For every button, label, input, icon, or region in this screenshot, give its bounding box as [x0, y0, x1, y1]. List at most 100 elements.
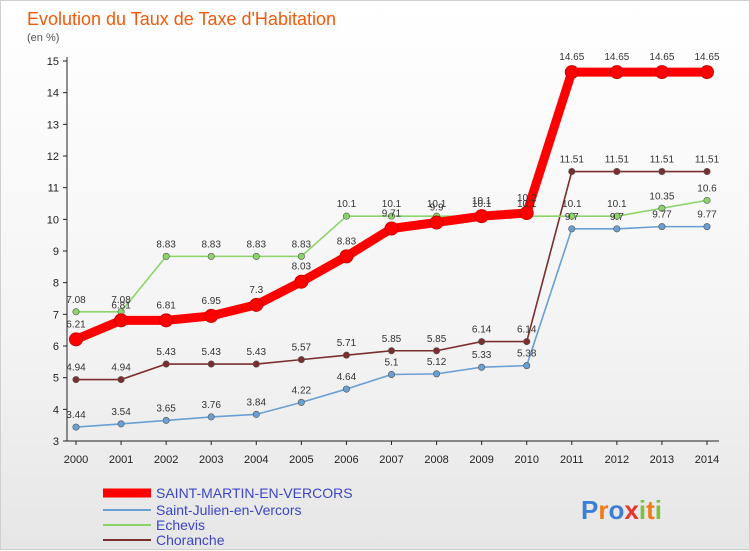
- y-tick-label: 8: [53, 278, 59, 290]
- data-point: [433, 370, 441, 378]
- data-label: 7.3: [249, 285, 263, 296]
- data-label: 10.1: [382, 199, 402, 210]
- data-point: [114, 313, 129, 328]
- data-point: [342, 212, 350, 220]
- logo-letter: o: [608, 495, 624, 525]
- data-label: 3.84: [247, 397, 267, 408]
- data-label: 5.57: [292, 343, 312, 354]
- data-point: [207, 252, 215, 260]
- data-label: 6.14: [517, 325, 537, 336]
- data-point: [658, 223, 666, 231]
- x-tick-label: 2001: [109, 454, 133, 466]
- data-point: [564, 65, 579, 80]
- data-point: [297, 252, 305, 260]
- x-tick-label: 2008: [424, 454, 448, 466]
- y-tick-label: 15: [47, 56, 59, 68]
- data-label: 5.85: [382, 334, 402, 345]
- y-tick-label: 6: [53, 341, 59, 353]
- data-label: 11.51: [695, 155, 720, 166]
- x-tick-label: 2004: [244, 454, 268, 466]
- legend-label: Echevis: [156, 517, 205, 533]
- data-labels: 3.44 3.54 3.65 3.76 3.84 4.22 4.64 5.1 5.12 5.33 5…: [66, 52, 720, 421]
- data-point: [609, 65, 624, 80]
- data-label: 10.1: [472, 199, 492, 210]
- data-point: [342, 351, 350, 359]
- data-point: [297, 356, 305, 364]
- logo-letter: i: [639, 495, 646, 525]
- data-label: 9.7: [565, 212, 579, 223]
- proxiti-logo: Proxiti: [581, 495, 662, 525]
- data-label: 10.1: [517, 199, 537, 210]
- data-point: [658, 168, 666, 176]
- data-label: 6.21: [66, 319, 86, 330]
- data-label: 5.71: [337, 338, 357, 349]
- data-point: [387, 212, 395, 220]
- data-point: [159, 313, 174, 328]
- data-point: [207, 360, 215, 368]
- data-label: 4.64: [337, 372, 357, 383]
- data-label: 5.1: [385, 358, 399, 369]
- data-label: 11.51: [650, 155, 675, 166]
- data-label: 7.08: [111, 295, 131, 306]
- data-point: [613, 168, 621, 176]
- y-tick-label: 14: [47, 88, 59, 100]
- x-tick-label: 2011: [560, 454, 584, 466]
- data-label: 10.1: [337, 199, 357, 210]
- x-tick-label: 2007: [379, 454, 403, 466]
- data-label: 10.35: [649, 191, 674, 202]
- data-point: [568, 168, 576, 176]
- x-tick-label: 2013: [650, 454, 674, 466]
- y-tick-label: 7: [53, 309, 59, 321]
- data-label: 14.65: [559, 52, 584, 63]
- x-tick-label: 2003: [199, 454, 223, 466]
- data-point: [703, 223, 711, 231]
- data-label: 8.03: [292, 262, 312, 273]
- data-point: [568, 212, 576, 220]
- data-point: [613, 212, 621, 220]
- data-label: 8.83: [337, 236, 357, 247]
- x-tick-label: 2014: [695, 454, 719, 466]
- data-label: 10.1: [472, 196, 492, 207]
- data-label: 6.95: [201, 296, 221, 307]
- data-label: 10.1: [427, 199, 447, 210]
- y-tick-label: 10: [47, 214, 59, 226]
- data-label: 5.43: [156, 347, 176, 358]
- data-point: [252, 252, 260, 260]
- data-label: 10.2: [517, 193, 537, 204]
- data-label: 9.7: [610, 212, 624, 223]
- data-label: 5.38: [517, 349, 537, 360]
- series-layer: [69, 65, 714, 431]
- data-point: [72, 423, 80, 431]
- data-point: [69, 332, 83, 347]
- data-label: 6.81: [156, 300, 176, 311]
- chart-subtitle: (en %): [27, 32, 59, 44]
- data-point: [342, 385, 350, 393]
- legend-label: Saint-Julien-en-Vercors: [156, 502, 302, 518]
- data-label: 3.76: [201, 400, 221, 411]
- logo-letter: x: [624, 495, 639, 525]
- x-tick-label: 2005: [289, 454, 313, 466]
- y-tick-label: 5: [53, 373, 59, 385]
- data-point: [703, 196, 711, 204]
- logo-letter: t: [646, 495, 655, 525]
- data-label: 14.65: [694, 52, 719, 63]
- data-point: [72, 308, 80, 316]
- data-point: [207, 413, 215, 421]
- data-point: [474, 209, 489, 224]
- data-point: [252, 410, 260, 418]
- data-label: 8.83: [156, 239, 176, 250]
- data-point: [384, 221, 399, 236]
- data-point: [703, 168, 711, 176]
- data-point: [339, 249, 354, 264]
- data-label: 7.08: [66, 295, 86, 306]
- data-label: 5.33: [472, 350, 492, 361]
- x-tick-label: 2000: [64, 454, 88, 466]
- data-label: 8.83: [201, 239, 221, 250]
- data-point: [478, 338, 486, 346]
- data-point: [249, 297, 264, 312]
- y-axis-ticks: 3 4 5 6 7 8 9 10 11 12 13 14 15: [47, 56, 67, 448]
- data-label: 4.22: [292, 385, 312, 396]
- data-point: [72, 376, 80, 384]
- series-0: [69, 65, 714, 347]
